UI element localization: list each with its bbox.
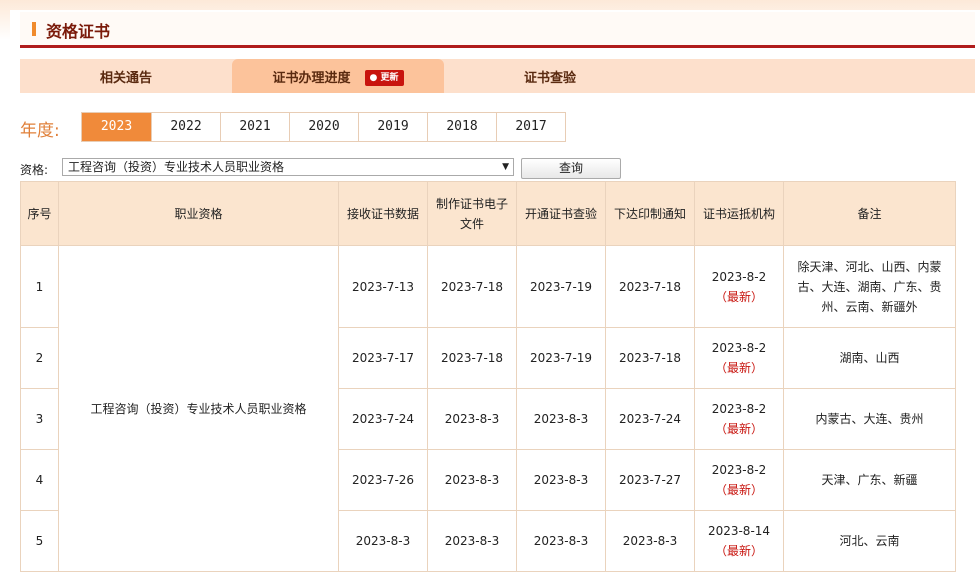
arrival-cell: 2023-8-2 （最新） <box>694 388 784 450</box>
note-cell: 内蒙古、大连、贵州 <box>783 388 956 450</box>
arrival-date: 2023-8-2 <box>711 463 767 477</box>
arrival-date: 2023-8-2 <box>711 269 767 284</box>
arrival-date: 2023-8-2 <box>711 341 767 355</box>
badge-label: 更新 <box>380 73 399 83</box>
date-cell: 2023-8-3 <box>427 449 517 511</box>
arrival-date: 2023-8-2 <box>711 402 767 416</box>
arrival-cell: 2023-8-14 （最新） <box>694 510 784 572</box>
dropdown-arrow-icon: ▼ <box>502 162 509 172</box>
tab-label: 相关通告 <box>99 71 152 86</box>
date-cell: 2023-7-18 <box>605 327 695 389</box>
date-cell: 2023-8-3 <box>516 449 606 511</box>
latest-tag: （最新） <box>714 544 763 558</box>
year-2021[interactable]: 2021 <box>220 113 289 141</box>
latest-tag: （最新） <box>714 289 763 304</box>
date-cell: 2023-8-3 <box>516 388 606 450</box>
tab-bar: 相关通告 证书办理进度 ● 更新 证书查验 <box>20 59 975 93</box>
column-header: 下达印制通知 <box>605 181 695 246</box>
tab-progress[interactable]: 证书办理进度 ● 更新 <box>232 59 444 93</box>
qualification-select[interactable]: 工程咨询（投资）专业技术人员职业资格 ▼ <box>62 158 514 176</box>
table-row: 4 2023-7-26 2023-8-3 2023-8-3 2023-7-27 2023-… <box>20 449 956 511</box>
arrival-date: 2023-8-14 <box>707 524 771 538</box>
row-number: 1 <box>20 245 59 328</box>
date-cell: 2023-7-17 <box>338 327 428 389</box>
table-row: 5 2023-8-3 2023-8-3 2023-8-3 2023-8-3 2023-8-… <box>20 510 956 572</box>
table-row: 3 2023-7-24 2023-8-3 2023-8-3 2023-7-24 2023-… <box>20 388 956 450</box>
latest-tag: （最新） <box>714 361 763 375</box>
year-selector: 2023 2022 2021 2020 2019 2018 2017 <box>81 112 566 142</box>
tab-label: 证书办理进度 <box>272 71 351 86</box>
date-cell: 2023-7-18 <box>605 245 695 328</box>
section-header: 资格证书 <box>20 12 975 48</box>
column-header: 备注 <box>783 181 956 246</box>
date-cell: 2023-7-19 <box>516 245 606 328</box>
note-cell: 天津、广东、新疆 <box>783 449 956 511</box>
title-marker <box>32 22 36 36</box>
arrival-cell: 2023-8-2 （最新） <box>694 327 784 389</box>
column-header: 证书运抵机构 <box>694 181 784 246</box>
arrival-cell: 2023-8-2 （最新） <box>694 449 784 511</box>
row-number: 4 <box>20 449 59 511</box>
tab-verify[interactable]: 证书查验 <box>444 59 656 93</box>
row-number: 5 <box>20 510 59 572</box>
date-cell: 2023-7-24 <box>605 388 695 450</box>
year-2020[interactable]: 2020 <box>289 113 358 141</box>
arrival-cell: 2023-8-2 （最新） <box>694 245 784 328</box>
progress-table: 序号 职业资格 接收证书数据 制作证书电子文件 开通证书查验 下达印制通知 证书运抵机构 备注… <box>20 181 956 572</box>
table-row: 1 工程咨询（投资）专业技术人员职业资格 2023-7-13 2023-7-18 202… <box>20 245 956 572</box>
column-header: 职业资格 <box>58 181 339 246</box>
year-2023[interactable]: 2023 <box>82 113 151 141</box>
column-header: 接收证书数据 <box>338 181 428 246</box>
date-cell: 2023-8-3 <box>427 510 517 572</box>
note-cell: 除天津、河北、山西、内蒙古、大连、湖南、广东、贵州、云南、新疆外 <box>783 245 956 328</box>
date-cell: 2023-7-26 <box>338 449 428 511</box>
date-cell: 2023-8-3 <box>605 510 695 572</box>
tab-label: 证书查验 <box>523 71 576 86</box>
year-2017[interactable]: 2017 <box>496 113 565 141</box>
note-cell: 河北、云南 <box>783 510 956 572</box>
qualification-cell: 工程咨询（投资）专业技术人员职业资格 <box>58 245 339 572</box>
date-cell: 2023-7-24 <box>338 388 428 450</box>
date-cell: 2023-8-3 <box>338 510 428 572</box>
date-cell: 2023-8-3 <box>427 388 517 450</box>
row-number: 3 <box>20 388 59 450</box>
query-button[interactable]: 查询 <box>521 158 621 179</box>
year-2019[interactable]: 2019 <box>358 113 427 141</box>
date-cell: 2023-8-3 <box>516 510 606 572</box>
year-2018[interactable]: 2018 <box>427 113 496 141</box>
date-cell: 2023-7-19 <box>516 327 606 389</box>
date-cell: 2023-7-18 <box>427 245 517 328</box>
column-header: 制作证书电子文件 <box>427 181 517 246</box>
page-title: 资格证书 <box>46 22 111 41</box>
year-2022[interactable]: 2022 <box>151 113 220 141</box>
update-badge: ● 更新 <box>364 70 404 86</box>
date-cell: 2023-7-27 <box>605 449 695 511</box>
fire-icon: ● <box>369 73 378 83</box>
table-row: 2 2023-7-17 2023-7-18 2023-7-19 2023-7-18 202… <box>20 327 956 389</box>
qualification-label: 资格: <box>20 163 49 177</box>
latest-tag: （最新） <box>714 483 763 497</box>
latest-tag: （最新） <box>714 422 763 436</box>
column-header: 序号 <box>20 181 59 246</box>
row-number: 2 <box>20 327 59 389</box>
date-cell: 2023-7-18 <box>427 327 517 389</box>
year-label: 年度: <box>20 121 60 141</box>
column-header: 开通证书查验 <box>516 181 606 246</box>
note-cell: 湖南、山西 <box>783 327 956 389</box>
tab-notices[interactable]: 相关通告 <box>20 59 232 93</box>
date-cell: 2023-7-13 <box>338 245 428 328</box>
select-value: 工程咨询（投资）专业技术人员职业资格 <box>68 160 285 174</box>
